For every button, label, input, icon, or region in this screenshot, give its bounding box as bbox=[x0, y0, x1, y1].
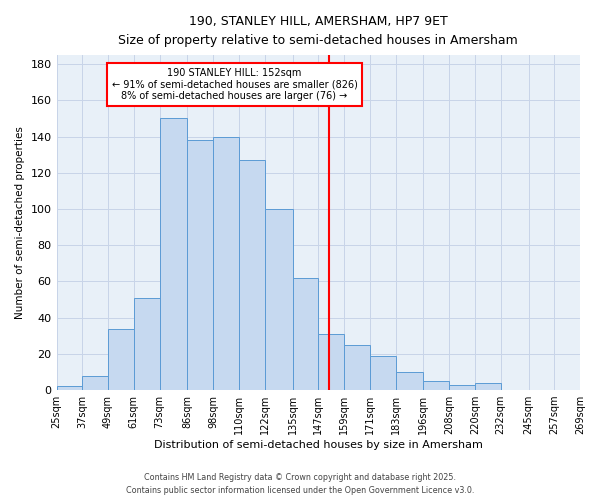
Bar bbox=[108, 328, 134, 390]
Y-axis label: Number of semi-detached properties: Number of semi-detached properties bbox=[15, 126, 25, 319]
Bar bbox=[449, 384, 475, 390]
Bar bbox=[475, 383, 500, 390]
Bar bbox=[160, 118, 187, 390]
Bar bbox=[293, 278, 318, 390]
Bar bbox=[424, 381, 449, 390]
Bar bbox=[318, 334, 344, 390]
Bar bbox=[213, 136, 239, 390]
Text: Contains HM Land Registry data © Crown copyright and database right 2025.
Contai: Contains HM Land Registry data © Crown c… bbox=[126, 474, 474, 495]
Bar bbox=[370, 356, 395, 390]
Bar bbox=[395, 372, 424, 390]
Bar bbox=[265, 209, 293, 390]
X-axis label: Distribution of semi-detached houses by size in Amersham: Distribution of semi-detached houses by … bbox=[154, 440, 483, 450]
Bar bbox=[82, 376, 108, 390]
Bar bbox=[344, 345, 370, 390]
Bar bbox=[56, 386, 82, 390]
Bar bbox=[187, 140, 213, 390]
Text: 190 STANLEY HILL: 152sqm
← 91% of semi-detached houses are smaller (826)
8% of s: 190 STANLEY HILL: 152sqm ← 91% of semi-d… bbox=[112, 68, 358, 101]
Title: 190, STANLEY HILL, AMERSHAM, HP7 9ET
Size of property relative to semi-detached : 190, STANLEY HILL, AMERSHAM, HP7 9ET Siz… bbox=[118, 15, 518, 47]
Bar bbox=[134, 298, 160, 390]
Bar bbox=[239, 160, 265, 390]
